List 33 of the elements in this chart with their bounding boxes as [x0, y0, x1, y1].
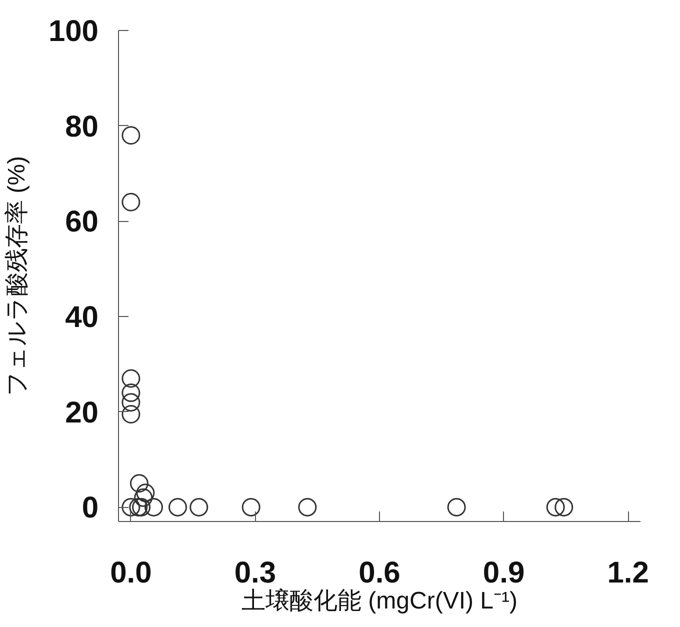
point — [144, 498, 163, 516]
x-tick-label: 0.3 — [234, 556, 276, 590]
point — [130, 474, 148, 493]
y-axis-title: フェルラ酸残存率 (%) — [3, 156, 30, 396]
point — [122, 192, 140, 212]
y-tick-label: 80 — [65, 110, 99, 144]
point — [168, 498, 187, 516]
point — [122, 126, 140, 145]
point — [554, 498, 574, 516]
point — [132, 498, 151, 516]
point — [242, 498, 260, 516]
y-tick-label: 60 — [65, 206, 99, 239]
x-tick-label: 0.0 — [110, 556, 152, 590]
point — [298, 498, 317, 516]
point — [122, 405, 140, 424]
x-tick-label: 0.6 — [358, 556, 400, 590]
point — [129, 498, 148, 516]
x-tick-label: 1.2 — [607, 556, 649, 590]
point — [190, 498, 208, 516]
y-tick-label: 0 — [82, 492, 99, 525]
point — [122, 393, 140, 412]
y-tick-label: 20 — [65, 396, 99, 430]
point — [447, 498, 466, 516]
point — [136, 484, 155, 502]
point — [122, 369, 140, 388]
y-tick-label: 100 — [48, 15, 99, 48]
point — [546, 498, 565, 516]
x-tick-label: 0.9 — [482, 556, 525, 590]
point — [122, 384, 140, 402]
point — [134, 488, 153, 507]
x-axis-title: 土壌酸化能 (mgCr(VI) L⁻¹) — [242, 588, 518, 614]
y-tick-label: 40 — [65, 301, 99, 334]
point — [122, 498, 140, 516]
